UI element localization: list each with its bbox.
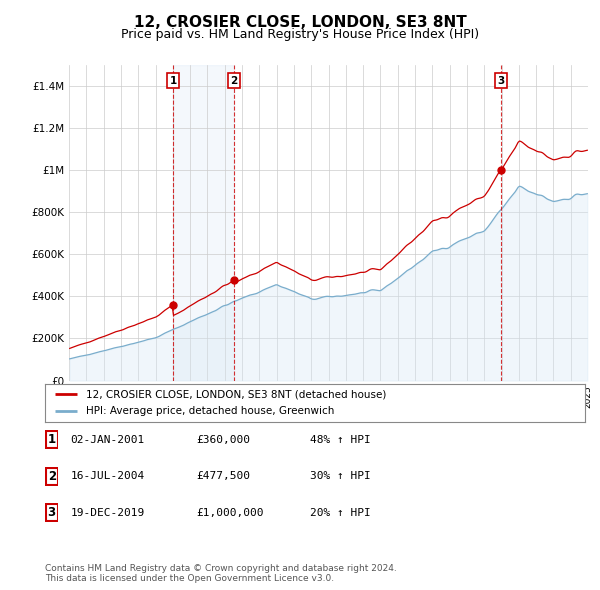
Text: 30% ↑ HPI: 30% ↑ HPI: [310, 471, 371, 481]
Text: 48% ↑ HPI: 48% ↑ HPI: [310, 435, 371, 444]
Text: HPI: Average price, detached house, Greenwich: HPI: Average price, detached house, Gree…: [86, 406, 334, 416]
Text: 1: 1: [169, 76, 176, 86]
Text: 16-JUL-2004: 16-JUL-2004: [70, 471, 145, 481]
Text: 20% ↑ HPI: 20% ↑ HPI: [310, 508, 371, 517]
Text: 1: 1: [47, 433, 56, 446]
Text: 12, CROSIER CLOSE, LONDON, SE3 8NT: 12, CROSIER CLOSE, LONDON, SE3 8NT: [134, 15, 466, 30]
Text: 2: 2: [47, 470, 56, 483]
Text: Price paid vs. HM Land Registry's House Price Index (HPI): Price paid vs. HM Land Registry's House …: [121, 28, 479, 41]
Text: 02-JAN-2001: 02-JAN-2001: [70, 435, 145, 444]
Text: 19-DEC-2019: 19-DEC-2019: [70, 508, 145, 517]
Text: Contains HM Land Registry data © Crown copyright and database right 2024.
This d: Contains HM Land Registry data © Crown c…: [45, 563, 397, 583]
Text: 12, CROSIER CLOSE, LONDON, SE3 8NT (detached house): 12, CROSIER CLOSE, LONDON, SE3 8NT (deta…: [86, 389, 386, 399]
Text: £1,000,000: £1,000,000: [196, 508, 264, 517]
Text: 3: 3: [47, 506, 56, 519]
Text: £477,500: £477,500: [196, 471, 250, 481]
Text: 3: 3: [497, 76, 505, 86]
Bar: [173, 65, 234, 381]
Text: £360,000: £360,000: [196, 435, 250, 444]
Text: 2: 2: [230, 76, 238, 86]
